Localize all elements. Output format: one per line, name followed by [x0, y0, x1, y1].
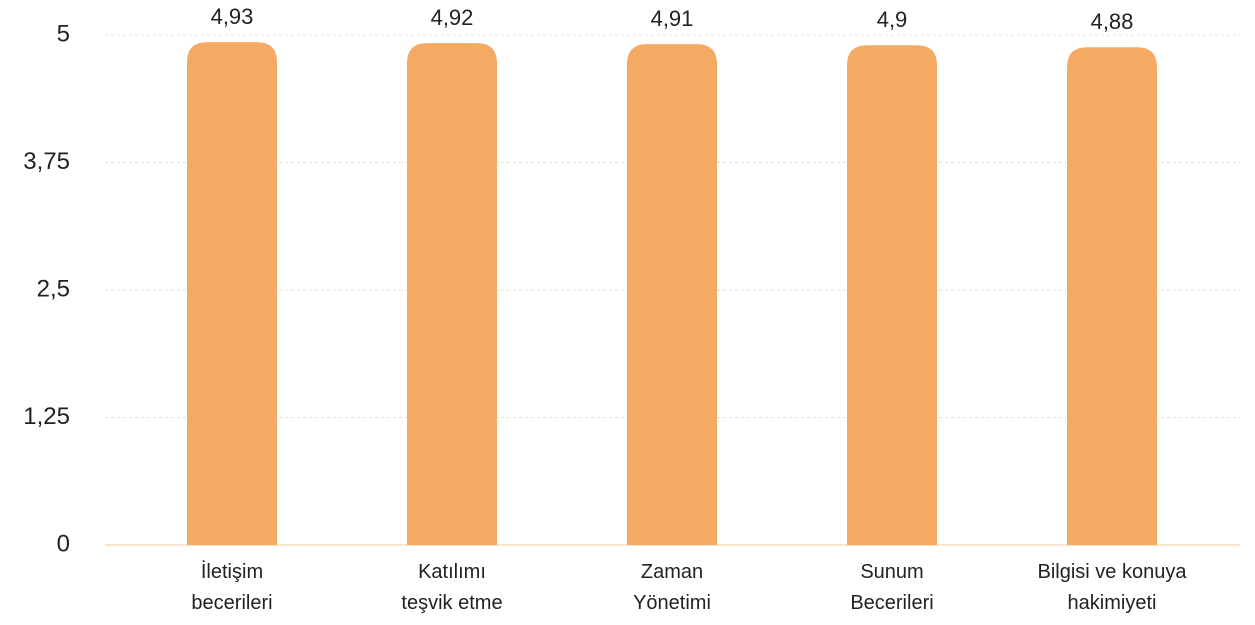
- x-tick-label: Bilgisi ve konuya hakimiyeti: [1037, 561, 1187, 614]
- x-tick-label: İletişim becerileri: [191, 561, 273, 614]
- value-label: 4,91: [651, 6, 694, 31]
- value-label: 4,92: [431, 5, 474, 30]
- y-tick-label: 3,75: [23, 148, 70, 175]
- x-tick-label: Katılımı teşvik etme: [401, 561, 503, 614]
- value-label: 4,88: [1091, 9, 1134, 34]
- y-tick-label: 2,5: [37, 275, 70, 302]
- bar: [627, 44, 717, 546]
- y-tick-label: 0: [57, 530, 70, 557]
- x-tick-label: Sunum Becerileri: [850, 561, 934, 614]
- bar: [407, 43, 497, 545]
- bar: [847, 45, 937, 545]
- bar: [187, 42, 277, 545]
- y-tick-label: 5: [57, 20, 70, 47]
- value-label: 4,93: [211, 4, 254, 29]
- x-tick-label: Zaman Yönetimi: [633, 561, 711, 614]
- y-tick-label: 1,25: [23, 403, 70, 430]
- bar: [1067, 47, 1157, 546]
- value-label: 4,9: [877, 7, 908, 32]
